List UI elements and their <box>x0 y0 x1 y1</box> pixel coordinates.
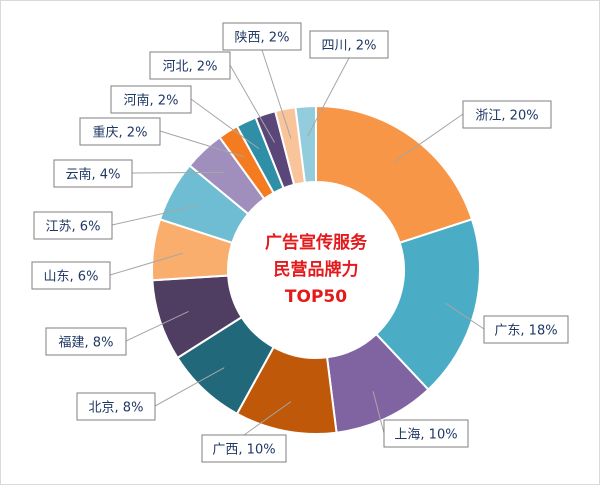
label-box-山东 <box>31 261 111 290</box>
center-title: 广告宣传服务 民营品牌力 TOP50 <box>265 232 368 307</box>
leader-lines <box>109 49 485 436</box>
label-box-四川 <box>309 30 389 59</box>
label-box-上海 <box>383 419 469 448</box>
leader-line-河北 <box>229 64 276 143</box>
label-box-河北 <box>149 51 231 80</box>
data-label-浙江: 浙江, 20% <box>475 109 538 124</box>
data-label-广东: 广东, 18% <box>494 324 557 339</box>
data-label-山东: 山东, 6% <box>44 270 99 285</box>
leader-line-云南 <box>131 171 225 174</box>
slice-labels: 浙江, 20% 广东, 18% 上海, 10% 广西, 10% 北京, 8% 福建, 8%… <box>31 22 569 463</box>
leader-line-重庆 <box>159 130 245 158</box>
center-title-line-3: TOP50 <box>285 287 347 307</box>
label-box-浙江 <box>462 100 552 129</box>
label-box-河南 <box>110 85 192 114</box>
label-box-福建 <box>45 327 127 356</box>
data-label-云南: 云南, 4% <box>66 167 121 183</box>
data-label-江苏: 江苏, 6% <box>46 219 101 235</box>
data-label-上海: 上海, 10% <box>394 428 457 443</box>
label-box-重庆 <box>79 117 161 146</box>
label-box-江苏 <box>33 211 113 240</box>
label-box-云南 <box>53 159 133 188</box>
slice-浙江 <box>315 104 474 245</box>
label-box-广东 <box>483 315 569 344</box>
donut-slices <box>151 104 481 435</box>
leader-line-江苏 <box>111 204 199 226</box>
label-box-北京 <box>76 392 156 421</box>
center-title-line-1: 广告宣传服务 <box>265 232 368 253</box>
center-title-line-2: 民营品牌力 <box>274 259 359 280</box>
data-label-北京: 北京, 8% <box>89 401 144 416</box>
slice-广东 <box>374 218 481 391</box>
leader-line-浙江 <box>394 113 464 163</box>
leader-line-陕西 <box>261 49 292 139</box>
data-label-陕西: 陕西, 2% <box>235 31 290 46</box>
data-label-重庆: 重庆, 2% <box>93 125 148 141</box>
data-label-福建: 福建, 8% <box>59 336 114 351</box>
data-label-四川: 四川, 2% <box>322 39 377 54</box>
data-label-河南: 河南, 2% <box>124 93 179 109</box>
leader-line-广西 <box>243 401 292 436</box>
leader-line-四川 <box>307 57 350 137</box>
label-box-陕西 <box>222 22 302 51</box>
leader-line-福建 <box>125 310 189 342</box>
label-box-广西 <box>201 434 287 463</box>
leader-line-河南 <box>190 98 260 150</box>
leader-line-广东 <box>445 302 485 330</box>
data-label-广西: 广西, 10% <box>212 443 275 458</box>
slice-四川 <box>294 104 317 184</box>
leader-line-上海 <box>372 391 385 434</box>
leader-line-北京 <box>154 367 225 407</box>
data-label-河北: 河北, 2% <box>163 60 218 75</box>
leader-line-山东 <box>109 252 184 276</box>
